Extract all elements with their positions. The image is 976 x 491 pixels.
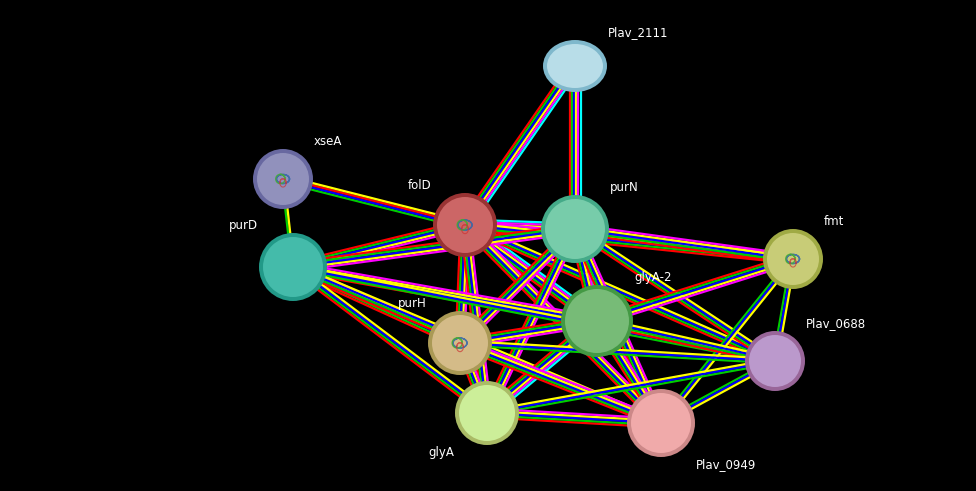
Ellipse shape	[627, 389, 695, 457]
Ellipse shape	[541, 195, 609, 263]
Text: Plav_0688: Plav_0688	[806, 317, 866, 330]
Ellipse shape	[432, 315, 488, 371]
Ellipse shape	[547, 44, 603, 88]
Ellipse shape	[253, 149, 313, 209]
Text: fmt: fmt	[824, 215, 844, 228]
Ellipse shape	[565, 289, 629, 353]
Ellipse shape	[257, 153, 309, 205]
Ellipse shape	[749, 335, 801, 387]
Ellipse shape	[433, 193, 497, 257]
Ellipse shape	[631, 393, 691, 453]
Ellipse shape	[459, 385, 515, 441]
Ellipse shape	[745, 331, 805, 391]
Text: Plav_0949: Plav_0949	[696, 458, 756, 471]
Ellipse shape	[259, 233, 327, 301]
Ellipse shape	[543, 40, 607, 92]
Text: purD: purD	[229, 219, 258, 232]
Ellipse shape	[455, 381, 519, 445]
Text: xseA: xseA	[314, 135, 343, 148]
Ellipse shape	[763, 229, 823, 289]
Text: purN: purN	[610, 181, 638, 194]
Text: Plav_2111: Plav_2111	[608, 26, 669, 39]
Text: purH: purH	[398, 297, 427, 310]
Text: glyA-2: glyA-2	[634, 271, 671, 284]
Ellipse shape	[428, 311, 492, 375]
Ellipse shape	[437, 197, 493, 253]
Text: glyA: glyA	[428, 446, 454, 459]
Ellipse shape	[263, 237, 323, 297]
Ellipse shape	[545, 199, 605, 259]
Ellipse shape	[767, 233, 819, 285]
Ellipse shape	[561, 285, 633, 357]
Text: folD: folD	[408, 179, 432, 192]
